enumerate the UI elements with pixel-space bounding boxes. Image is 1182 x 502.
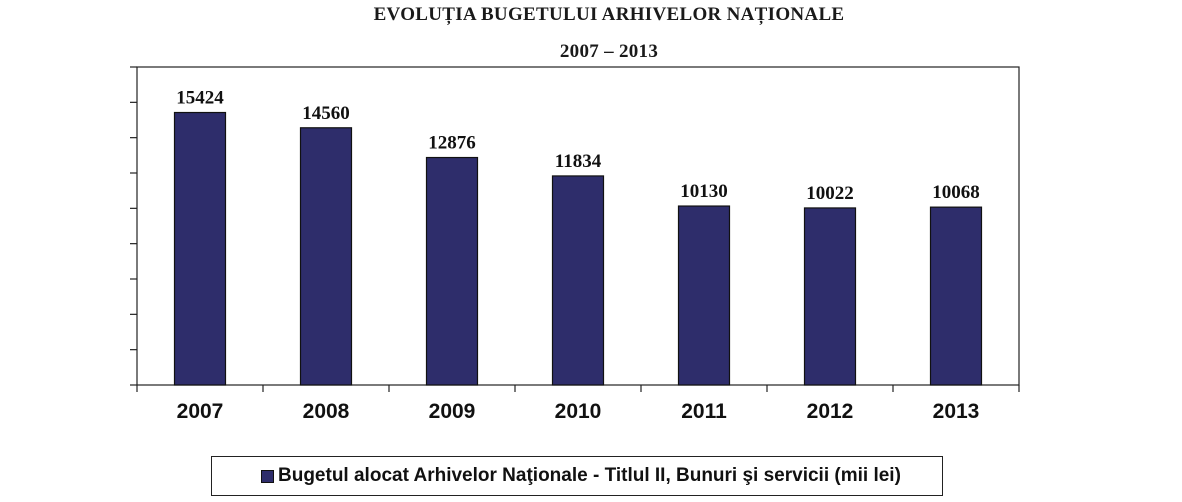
x-tick-label-2012: 2012	[807, 400, 854, 423]
x-tick-label-2011: 2011	[681, 400, 727, 423]
bar-2012	[803, 207, 857, 386]
bar-2011	[677, 205, 731, 386]
data-label-2010: 11834	[555, 151, 602, 172]
bar-2007	[173, 111, 227, 386]
legend-label: Bugetul alocat Arhivelor Naţionale - Tit…	[278, 465, 901, 486]
chart-subtitle: 2007 – 2013	[559, 41, 659, 62]
data-label-2008: 14560	[302, 103, 350, 124]
x-tick-label-2013: 2013	[933, 400, 980, 423]
x-tick-label-2009: 2009	[429, 400, 476, 423]
bar-2013	[929, 206, 983, 386]
bar-2010	[551, 175, 605, 386]
bar-2008	[299, 127, 353, 386]
x-tick-label-2008: 2008	[303, 400, 350, 423]
data-label-2011: 10130	[680, 181, 728, 202]
data-label-2007: 15424	[176, 88, 224, 109]
data-label-2009: 12876	[428, 133, 476, 154]
legend-swatch	[261, 469, 274, 483]
chart-title: EVOLUȚIA BUGETULUI ARHIVELOR NAȚIONALE	[373, 4, 845, 25]
legend: Bugetul alocat Arhivelor Naţionale - Tit…	[211, 456, 943, 496]
bar-2009	[425, 156, 479, 386]
x-tick-label-2010: 2010	[555, 400, 602, 423]
data-label-2012: 10022	[806, 183, 854, 204]
x-tick-label-2007: 2007	[177, 400, 224, 423]
data-label-2013: 10068	[932, 182, 980, 203]
